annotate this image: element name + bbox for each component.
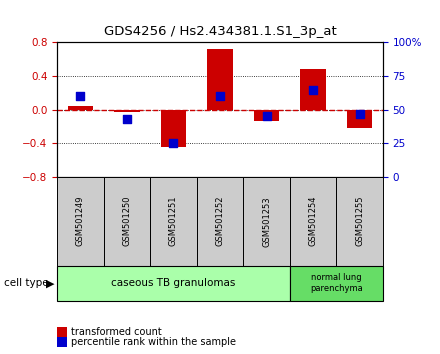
- Point: [216, 93, 224, 99]
- Point: [124, 116, 131, 122]
- Text: transformed count: transformed count: [71, 327, 162, 337]
- Text: GSM501254: GSM501254: [308, 196, 318, 246]
- Bar: [161, 110, 186, 147]
- Bar: [254, 110, 279, 121]
- Text: GDS4256 / Hs2.434381.1.S1_3p_at: GDS4256 / Hs2.434381.1.S1_3p_at: [104, 25, 336, 38]
- Text: GSM501251: GSM501251: [169, 196, 178, 246]
- Point: [356, 111, 363, 116]
- Text: GSM501255: GSM501255: [355, 196, 364, 246]
- Text: GSM501249: GSM501249: [76, 196, 85, 246]
- Text: normal lung
parenchyma: normal lung parenchyma: [310, 274, 363, 293]
- Point: [263, 114, 270, 119]
- Text: percentile rank within the sample: percentile rank within the sample: [71, 337, 236, 347]
- Text: GSM501253: GSM501253: [262, 196, 271, 247]
- Point: [77, 93, 84, 99]
- Point: [309, 87, 316, 92]
- Text: ▶: ▶: [46, 278, 55, 288]
- Text: caseous TB granulomas: caseous TB granulomas: [111, 278, 236, 288]
- Text: cell type: cell type: [4, 278, 49, 288]
- Bar: [114, 110, 140, 112]
- Bar: [300, 69, 326, 110]
- Point: [170, 141, 177, 146]
- Text: GSM501250: GSM501250: [122, 196, 132, 246]
- Text: GSM501252: GSM501252: [216, 196, 224, 246]
- Bar: [207, 49, 233, 110]
- Bar: [68, 105, 93, 110]
- Bar: [347, 110, 372, 128]
